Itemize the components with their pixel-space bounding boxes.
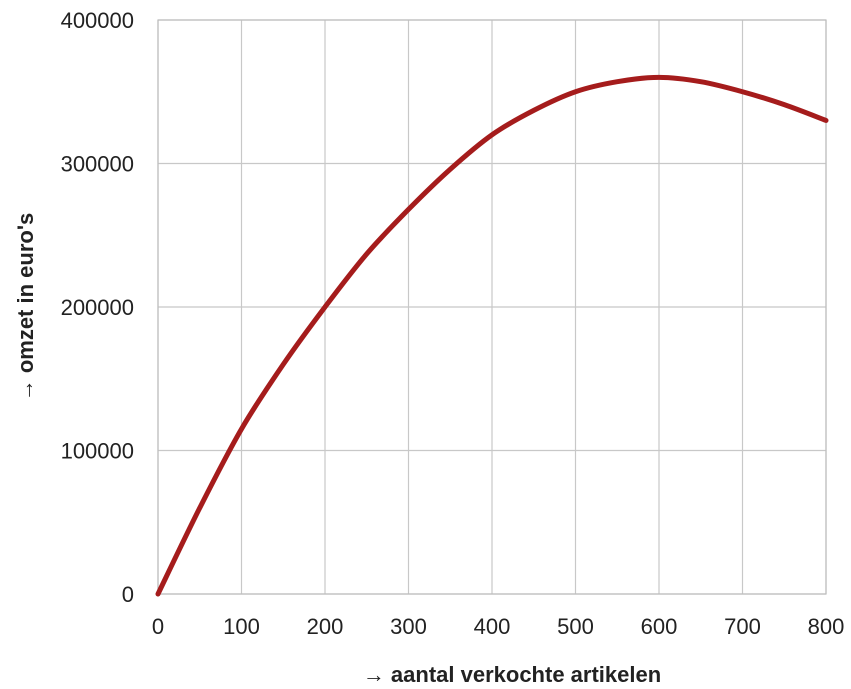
y-axis-label: → omzet in euro's — [13, 213, 38, 402]
grid — [157, 19, 827, 595]
x-axis-ticks: 0 100 200 300 400 500 600 700 800 — [152, 614, 844, 639]
x-tick-label: 0 — [152, 614, 164, 639]
y-axis-ticks: 0 100000 200000 300000 400000 — [61, 8, 134, 607]
series-layer — [155, 74, 829, 597]
y-tick-label: 0 — [122, 582, 134, 607]
x-axis-label: → aantal verkochte artikelen — [363, 662, 661, 687]
revenue-series-line — [155, 74, 829, 597]
x-tick-label: 600 — [641, 614, 678, 639]
y-tick-label: 300000 — [61, 152, 134, 177]
x-tick-label: 200 — [307, 614, 344, 639]
plot-area-frame — [157, 19, 827, 595]
x-tick-label: 800 — [808, 614, 845, 639]
x-tick-label: 500 — [557, 614, 594, 639]
y-tick-label: 100000 — [61, 439, 134, 464]
y-tick-label: 200000 — [61, 295, 134, 320]
x-tick-label: 400 — [474, 614, 511, 639]
y-tick-label: 400000 — [61, 8, 134, 33]
x-tick-label: 700 — [724, 614, 761, 639]
x-tick-label: 100 — [223, 614, 260, 639]
x-tick-label: 300 — [390, 614, 427, 639]
